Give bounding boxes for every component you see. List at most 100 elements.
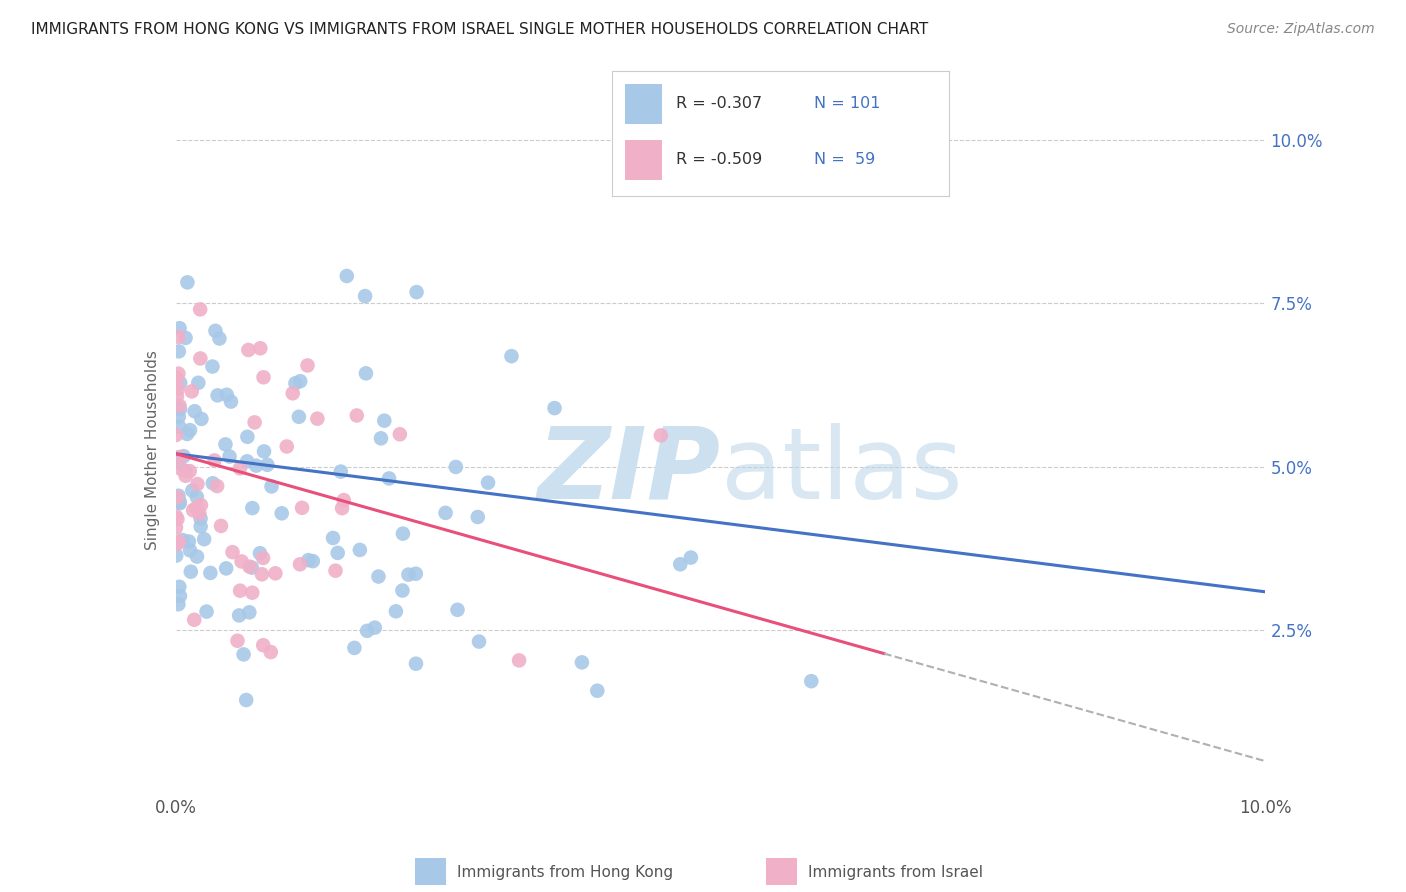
- Point: [205, 479, 228, 493]
- Point: [288, 558, 311, 572]
- Point: [186, 477, 208, 491]
- Point: [240, 585, 263, 599]
- Point: [800, 674, 823, 689]
- Point: [405, 566, 427, 581]
- Point: [179, 423, 201, 437]
- Point: [391, 583, 413, 598]
- Point: [181, 503, 204, 517]
- Point: [238, 605, 260, 619]
- Point: [167, 330, 190, 344]
- Text: N =  59: N = 59: [814, 152, 876, 167]
- Point: [174, 468, 197, 483]
- Point: [330, 501, 353, 516]
- Point: [405, 285, 427, 299]
- Point: [166, 456, 188, 470]
- Point: [232, 648, 254, 662]
- Point: [301, 554, 323, 568]
- Point: [228, 608, 250, 623]
- Point: [329, 465, 352, 479]
- Point: [373, 414, 395, 428]
- Point: [186, 490, 208, 504]
- Point: [434, 506, 457, 520]
- Point: [167, 597, 190, 611]
- Point: [166, 450, 188, 465]
- Point: [183, 613, 205, 627]
- Point: [326, 546, 349, 560]
- Point: [193, 532, 215, 546]
- Point: [396, 567, 419, 582]
- Point: [169, 495, 191, 509]
- Point: [215, 388, 238, 402]
- Point: [166, 512, 188, 526]
- Point: [288, 409, 311, 424]
- Point: [367, 569, 389, 583]
- Point: [209, 519, 232, 533]
- Y-axis label: Single Mother Households: Single Mother Households: [145, 351, 160, 550]
- Point: [177, 534, 200, 549]
- Point: [165, 520, 187, 534]
- Point: [388, 427, 411, 442]
- Point: [446, 603, 468, 617]
- Point: [165, 428, 187, 442]
- Point: [276, 440, 298, 454]
- Point: [165, 376, 187, 390]
- Point: [172, 533, 194, 547]
- Bar: [626, 140, 662, 180]
- Point: [297, 359, 319, 373]
- Point: [169, 496, 191, 510]
- Point: [166, 389, 188, 403]
- Point: [444, 459, 467, 474]
- Point: [650, 428, 672, 442]
- Point: [291, 500, 314, 515]
- Point: [346, 409, 368, 423]
- Point: [166, 399, 188, 413]
- Point: [190, 498, 212, 512]
- Point: [169, 402, 191, 417]
- Point: [336, 268, 359, 283]
- Point: [260, 479, 283, 493]
- Point: [354, 289, 377, 303]
- Text: ZIP: ZIP: [537, 423, 721, 519]
- Point: [405, 657, 427, 671]
- Point: [249, 546, 271, 560]
- Point: [179, 543, 201, 558]
- Point: [167, 409, 190, 424]
- Point: [238, 343, 260, 357]
- Point: [467, 510, 489, 524]
- Bar: [626, 84, 662, 124]
- Point: [260, 645, 283, 659]
- Point: [236, 454, 259, 468]
- Point: [236, 430, 259, 444]
- Point: [180, 565, 202, 579]
- Point: [477, 475, 499, 490]
- Point: [290, 374, 312, 388]
- Point: [190, 412, 212, 426]
- Point: [349, 543, 371, 558]
- Point: [200, 566, 222, 580]
- Point: [215, 561, 238, 575]
- Point: [204, 324, 226, 338]
- Text: R = -0.307: R = -0.307: [676, 95, 762, 111]
- Point: [281, 386, 304, 401]
- Point: [166, 537, 188, 551]
- Point: [240, 560, 263, 574]
- Point: [166, 491, 188, 505]
- Point: [176, 426, 198, 441]
- Point: [165, 451, 187, 466]
- Point: [169, 580, 191, 594]
- Point: [180, 384, 202, 399]
- Text: IMMIGRANTS FROM HONG KONG VS IMMIGRANTS FROM ISRAEL SINGLE MOTHER HOUSEHOLDS COR: IMMIGRANTS FROM HONG KONG VS IMMIGRANTS …: [31, 22, 928, 37]
- Point: [364, 621, 387, 635]
- Point: [166, 382, 188, 396]
- Point: [256, 458, 278, 472]
- Point: [167, 489, 190, 503]
- Point: [167, 344, 190, 359]
- Point: [270, 506, 292, 520]
- Point: [167, 534, 190, 549]
- Text: Source: ZipAtlas.com: Source: ZipAtlas.com: [1227, 22, 1375, 37]
- Point: [187, 376, 209, 390]
- Point: [229, 461, 252, 475]
- Point: [201, 359, 224, 374]
- Point: [322, 531, 344, 545]
- Point: [188, 507, 211, 521]
